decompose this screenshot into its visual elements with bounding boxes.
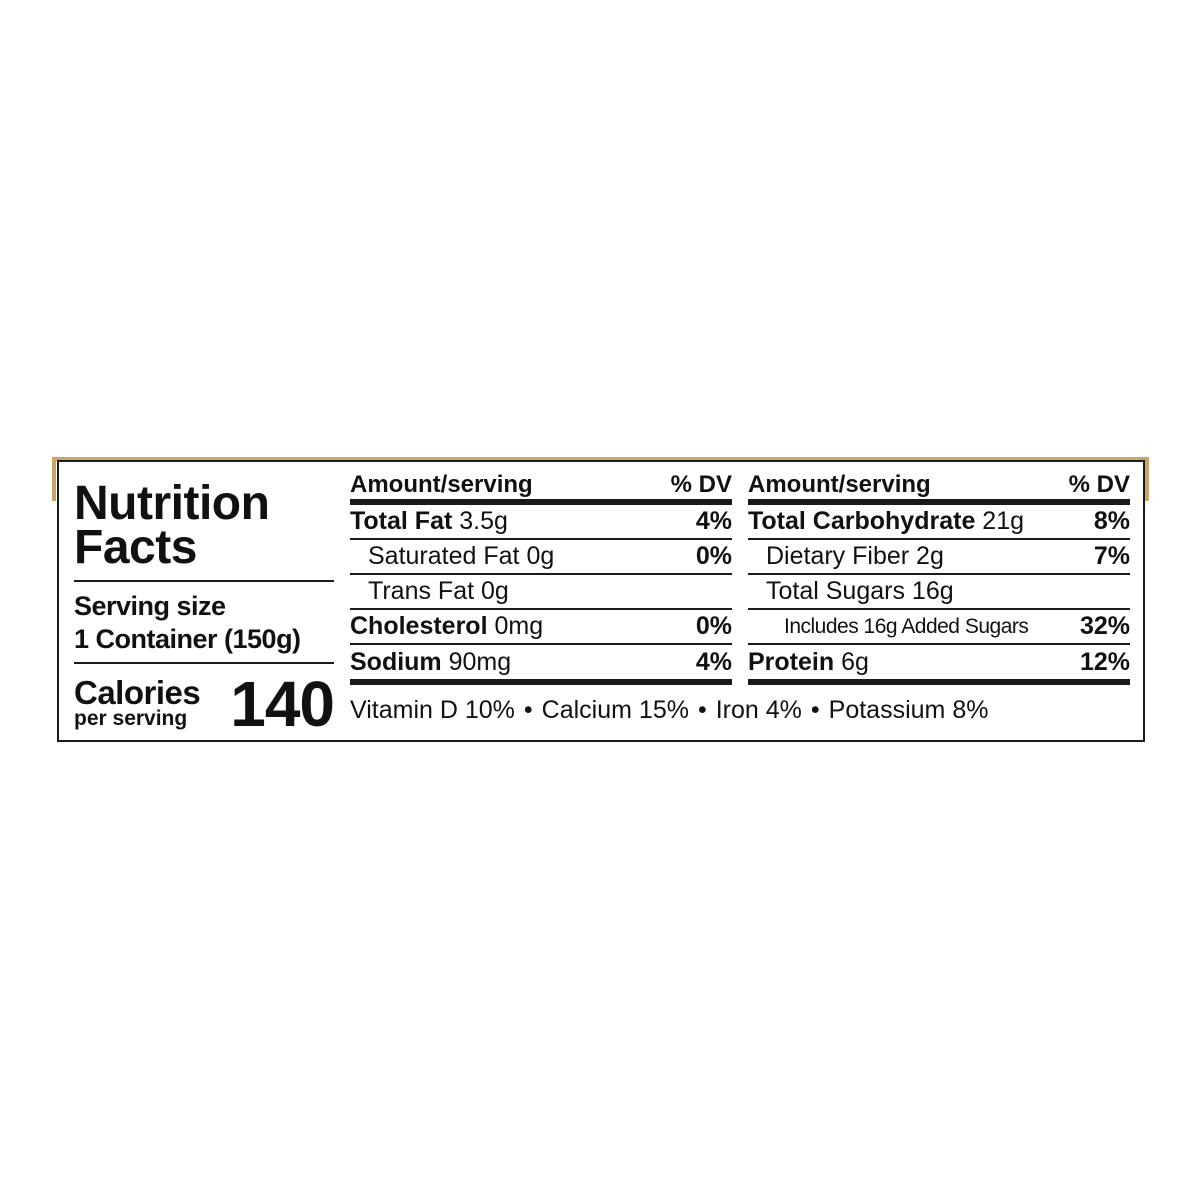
label-title: Nutrition Facts	[74, 477, 270, 574]
nutrient-row: Total Fat 3.5g 4%	[350, 505, 732, 540]
nutrient-row: Sodium 90mg 4%	[350, 645, 732, 685]
nutrient-row: Saturated Fat 0g 0%	[350, 540, 732, 575]
nutrient-row: Total Sugars 16g	[748, 575, 1130, 610]
nutrient-column-right: Amount/serving% DV Total Carbohydrate 21…	[748, 470, 1130, 685]
column-header: Amount/serving% DV	[350, 470, 732, 505]
calories-value: 140	[230, 668, 335, 740]
divider	[74, 580, 334, 582]
nutrient-row: Total Carbohydrate 21g 8%	[748, 505, 1130, 540]
column-header: Amount/serving% DV	[748, 470, 1130, 505]
calories: Calories per serving 140	[74, 668, 335, 740]
nutrient-row: Cholesterol 0mg 0%	[350, 610, 732, 645]
label-left-panel: Nutrition Facts Serving size 1 Container…	[74, 462, 335, 740]
nutrition-facts-label: Nutrition Facts Serving size 1 Container…	[57, 460, 1145, 742]
nutrient-row: Trans Fat 0g	[350, 575, 732, 610]
nutrient-row: Protein 6g 12%	[748, 645, 1130, 685]
divider	[74, 662, 334, 664]
nutrient-row: Dietary Fiber 2g 7%	[748, 540, 1130, 575]
nutrient-row: Includes 16g Added Sugars 32%	[748, 610, 1130, 645]
vitamins-minerals: Vitamin D 10% • Calcium 15% • Iron 4% • Potass…	[350, 696, 989, 724]
serving-size: Serving size 1 Container (150g)	[74, 591, 301, 654]
nutrient-column-left: Amount/serving% DV Total Fat 3.5g 4% Satu…	[350, 470, 732, 685]
